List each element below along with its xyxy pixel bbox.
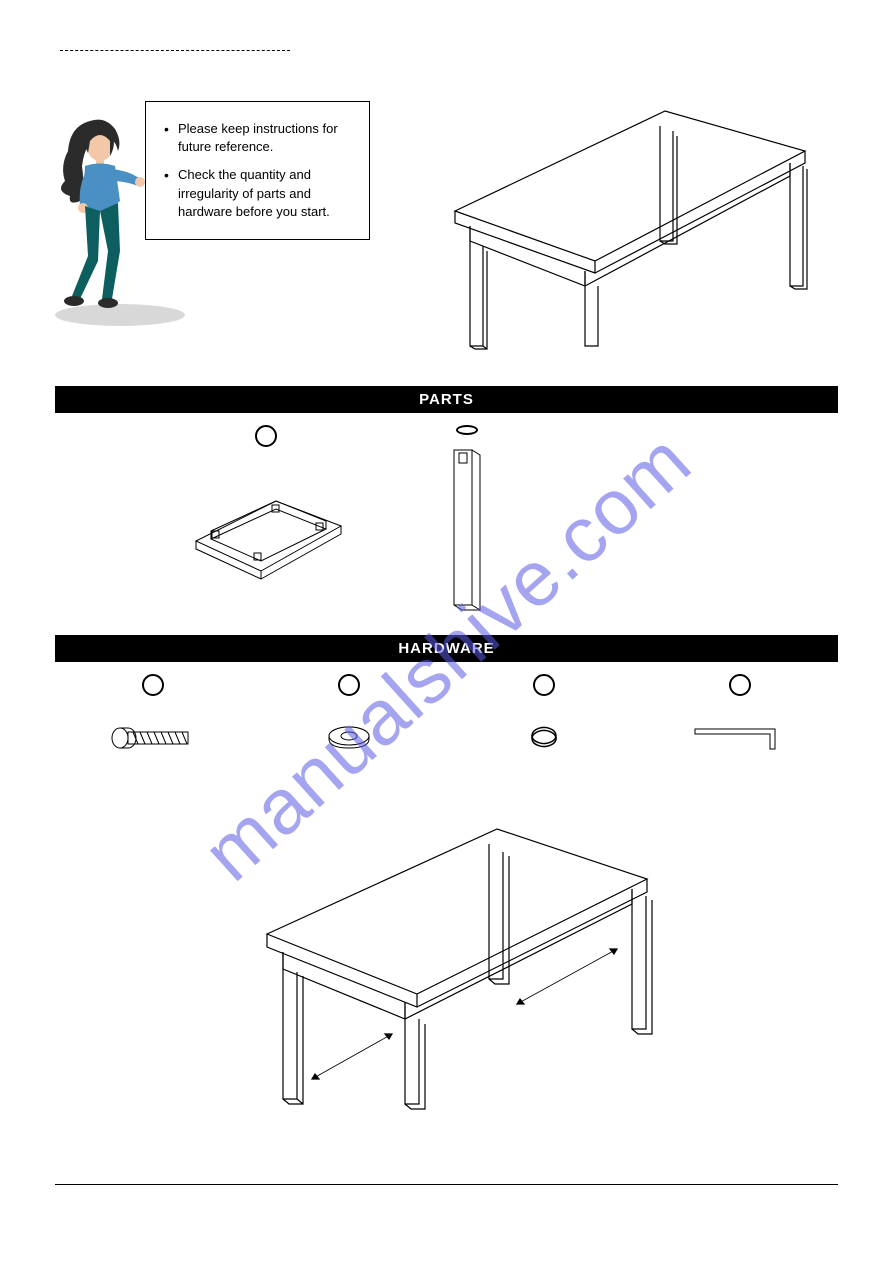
- dashed-divider: [60, 50, 290, 51]
- hardware-row: [55, 674, 838, 764]
- part-marker-a: [255, 425, 277, 447]
- hw-allen-key-icon: [690, 712, 790, 764]
- info-bullet-2: Check the quantity and irregularity of p…: [164, 166, 355, 221]
- info-box: Please keep instructions for future refe…: [145, 101, 370, 240]
- page-content: Please keep instructions for future refe…: [0, 0, 893, 1205]
- top-section: Please keep instructions for future refe…: [55, 91, 838, 351]
- parts-section-bar: PARTS: [55, 386, 838, 413]
- hw-marker-1: [142, 674, 164, 696]
- part-b-svg: [442, 445, 492, 615]
- hw-washer-icon: [324, 712, 374, 764]
- hw-marker-3: [533, 674, 555, 696]
- hw-col-2: [251, 674, 447, 764]
- hw-bolt-icon: [108, 712, 198, 764]
- hw-marker-2: [338, 674, 360, 696]
- hw-col-4: [642, 674, 838, 764]
- part-col-b: [336, 425, 597, 615]
- bottom-table-illustration: [55, 804, 838, 1134]
- parts-row: [55, 425, 838, 615]
- hw-marker-4: [729, 674, 751, 696]
- hardware-section-bar: HARDWARE: [55, 635, 838, 662]
- person-illustration: [50, 111, 160, 311]
- part-col-spacer: [577, 425, 838, 615]
- hw-spring-washer-icon: [524, 712, 564, 764]
- part-marker-b: [456, 425, 478, 435]
- table-illustration-top: [415, 91, 815, 351]
- hw-col-3: [447, 674, 643, 764]
- info-box-area: Please keep instructions for future refe…: [55, 91, 385, 321]
- hw-col-1: [55, 674, 251, 764]
- footer-divider: [55, 1184, 838, 1185]
- info-bullet-1: Please keep instructions for future refe…: [164, 120, 355, 156]
- part-a-svg: [176, 457, 356, 615]
